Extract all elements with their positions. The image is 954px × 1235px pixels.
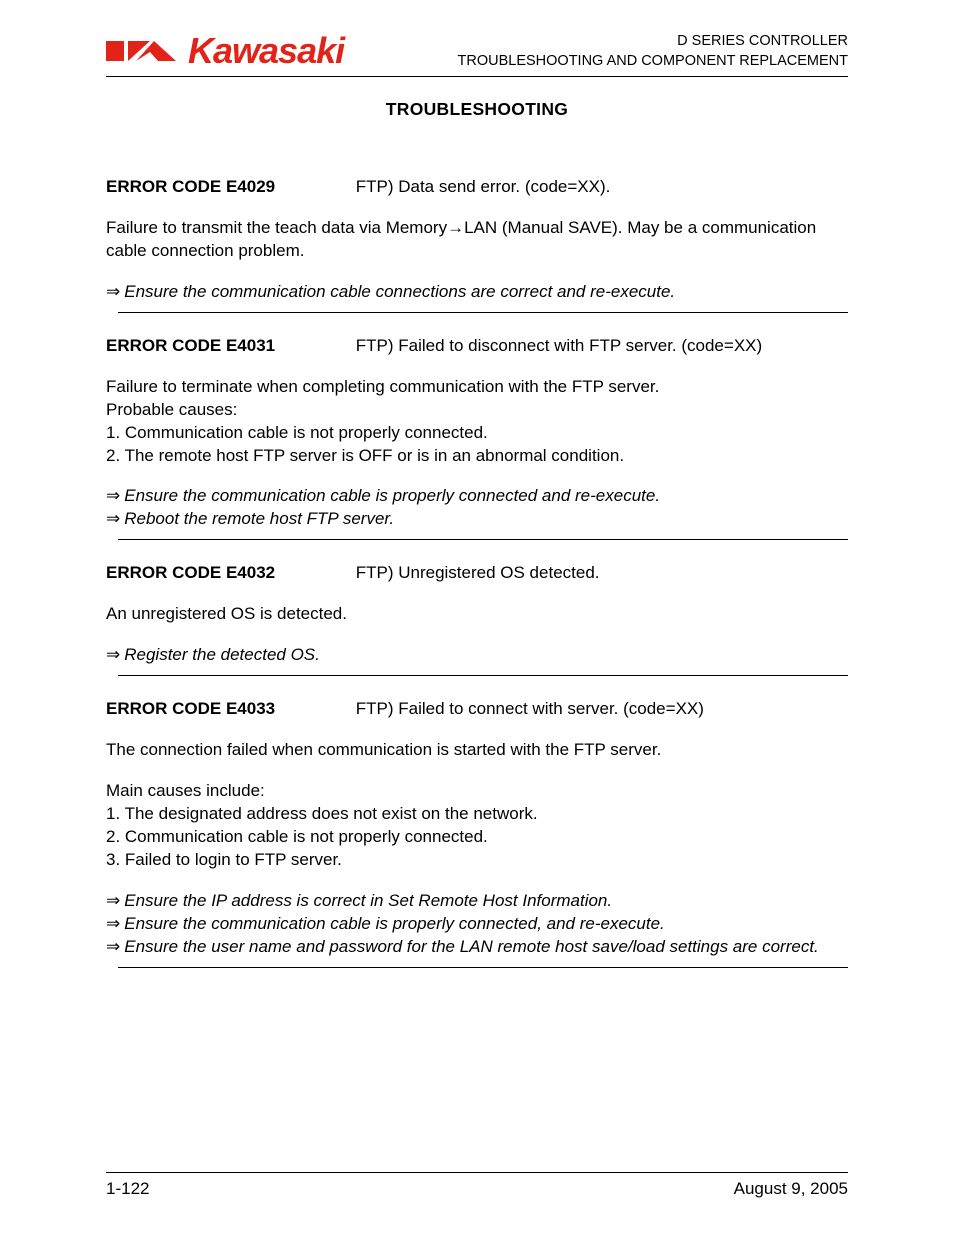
error-section: ERROR CODE E4031 FTP) Failed to disconne… — [106, 335, 848, 541]
action-text: Ensure the user name and password for th… — [124, 937, 819, 956]
error-description: An unregistered OS is detected. — [106, 603, 848, 626]
error-code-label: ERROR CODE E4029 — [106, 176, 351, 199]
error-description: The connection failed when communication… — [106, 739, 848, 762]
causes-intro: Main causes include: — [106, 780, 848, 803]
page-title: TROUBLESHOOTING — [106, 99, 848, 120]
error-heading: ERROR CODE E4029 FTP) Data send error. (… — [106, 176, 848, 199]
error-code-title: FTP) Failed to disconnect with FTP serve… — [356, 336, 762, 355]
arrow-icon: ⇒ — [106, 509, 124, 528]
error-action: ⇒Ensure the communication cable is prope… — [106, 485, 848, 508]
error-heading: ERROR CODE E4033 FTP) Failed to connect … — [106, 698, 848, 721]
header-doc-title: D SERIES CONTROLLER TROUBLESHOOTING AND … — [458, 30, 848, 71]
error-action: ⇒Reboot the remote host FTP server. — [106, 508, 848, 531]
cause-item: 2. The remote host FTP server is OFF or … — [106, 445, 848, 468]
action-text: Reboot the remote host FTP server. — [124, 509, 394, 528]
page-number: 1-122 — [106, 1179, 149, 1199]
arrow-icon: ⇒ — [106, 486, 124, 505]
section-divider — [118, 675, 848, 676]
document-page: Kawasaki D SERIES CONTROLLER TROUBLESHOO… — [0, 0, 954, 1235]
page-footer: 1-122 August 9, 2005 — [106, 1172, 848, 1199]
brand-logo: Kawasaki — [106, 30, 344, 72]
error-code-label: ERROR CODE E4032 — [106, 562, 351, 585]
brand-logo-text: Kawasaki — [188, 30, 344, 72]
causes-intro: Probable causes: — [106, 399, 848, 422]
cause-item: 2. Communication cable is not properly c… — [106, 826, 848, 849]
arrow-icon: ⇒ — [106, 891, 124, 910]
section-divider — [118, 967, 848, 968]
error-code-label: ERROR CODE E4031 — [106, 335, 351, 358]
kawasaki-mark-icon — [106, 38, 184, 64]
action-text: Ensure the IP address is correct in Set … — [124, 891, 612, 910]
section-divider — [118, 312, 848, 313]
error-section: ERROR CODE E4029 FTP) Data send error. (… — [106, 176, 848, 313]
error-code-title: FTP) Unregistered OS detected. — [356, 563, 600, 582]
error-action: ⇒Ensure the user name and password for t… — [106, 936, 848, 959]
error-action: ⇒Register the detected OS. — [106, 644, 848, 667]
arrow-icon: ⇒ — [106, 914, 124, 933]
section-divider — [118, 539, 848, 540]
error-description: Failure to transmit the teach data via M… — [106, 217, 848, 263]
error-code-title: FTP) Data send error. (code=XX). — [356, 177, 611, 196]
cause-item: 1. Communication cable is not properly c… — [106, 422, 848, 445]
content-body: ERROR CODE E4029 FTP) Data send error. (… — [106, 176, 848, 968]
action-text: Ensure the communication cable connectio… — [124, 282, 675, 301]
error-action: ⇒Ensure the communication cable connecti… — [106, 281, 848, 304]
cause-item: 3. Failed to login to FTP server. — [106, 849, 848, 872]
error-action: ⇒Ensure the communication cable is prope… — [106, 913, 848, 936]
arrow-icon: ⇒ — [106, 282, 124, 301]
header-line-2: TROUBLESHOOTING AND COMPONENT REPLACEMEN… — [458, 52, 848, 72]
action-text: Ensure the communication cable is proper… — [124, 914, 665, 933]
error-code-title: FTP) Failed to connect with server. (cod… — [356, 699, 704, 718]
error-action: ⇒Ensure the IP address is correct in Set… — [106, 890, 848, 913]
page-date: August 9, 2005 — [734, 1179, 848, 1199]
error-section: ERROR CODE E4033 FTP) Failed to connect … — [106, 698, 848, 967]
error-heading: ERROR CODE E4031 FTP) Failed to disconne… — [106, 335, 848, 358]
arrow-icon: ⇒ — [106, 937, 124, 956]
error-section: ERROR CODE E4032 FTP) Unregistered OS de… — [106, 562, 848, 676]
page-header: Kawasaki D SERIES CONTROLLER TROUBLESHOO… — [106, 30, 848, 77]
error-heading: ERROR CODE E4032 FTP) Unregistered OS de… — [106, 562, 848, 585]
cause-item: 1. The designated address does not exist… — [106, 803, 848, 826]
action-text: Register the detected OS. — [124, 645, 320, 664]
action-text: Ensure the communication cable is proper… — [124, 486, 660, 505]
arrow-icon: ⇒ — [106, 645, 124, 664]
error-code-label: ERROR CODE E4033 — [106, 698, 351, 721]
header-line-1: D SERIES CONTROLLER — [458, 32, 848, 52]
error-description: Failure to terminate when completing com… — [106, 376, 848, 399]
